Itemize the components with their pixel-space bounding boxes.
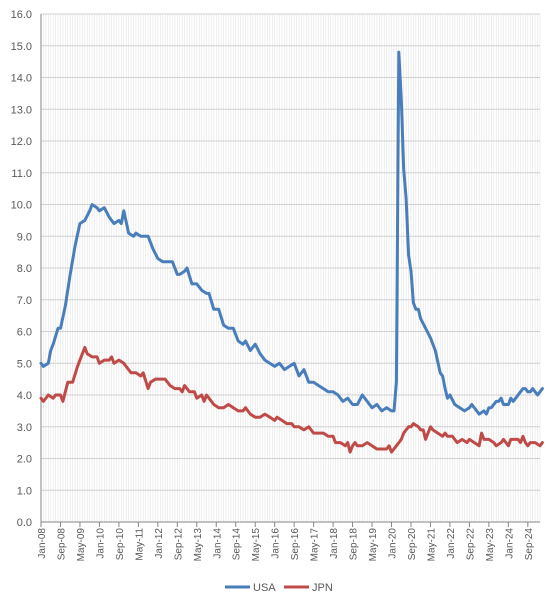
x-tick-label: May-21 (426, 528, 437, 562)
x-tick-label: Jan-10 (95, 528, 106, 559)
y-tick-label: 16.0 (11, 9, 32, 21)
y-tick-label: 10.0 (11, 200, 32, 212)
series-lines (39, 50, 544, 454)
x-tick-label: Sep-20 (407, 528, 418, 561)
x-tick-label: Jan-12 (154, 528, 165, 559)
y-tick-label: 0.0 (17, 517, 32, 529)
y-tick-label: 11.0 (11, 168, 32, 180)
x-tick-label: Sep-22 (465, 528, 476, 561)
x-tick-label: Jan-18 (329, 528, 340, 559)
legend-label-usa: USA (253, 582, 276, 594)
x-tick-label: May-17 (310, 528, 321, 562)
x-tick-label: Jan-16 (271, 528, 282, 559)
y-tick-label: 6.0 (17, 327, 32, 339)
x-tick-label: May-23 (485, 528, 496, 562)
x-tick-label: May-13 (193, 528, 204, 562)
legend-item-jpn: JPN (284, 582, 333, 594)
x-tick-label: Sep-14 (232, 528, 243, 561)
x-tick-label: Sep-08 (56, 528, 67, 561)
legend-item-usa: USA (225, 582, 276, 594)
x-tick-label: Sep-12 (173, 528, 184, 561)
x-tick-label: May-11 (134, 528, 145, 561)
y-tick-label: 8.0 (17, 263, 32, 275)
x-tick-label: May-15 (251, 528, 262, 562)
y-tick-label: 14.0 (11, 73, 32, 85)
y-tick-label: 4.0 (17, 390, 32, 402)
horizontal-gridlines (41, 13, 540, 523)
legend: USA JPN (225, 582, 333, 594)
x-tick-label: Sep-18 (349, 528, 360, 561)
x-tick-label: Jan-14 (212, 528, 223, 559)
legend-label-jpn: JPN (312, 582, 333, 594)
y-tick-label: 7.0 (17, 295, 32, 307)
y-tick-label: 2.0 (17, 454, 32, 466)
series-line-usa (39, 50, 544, 416)
x-axis: Jan-08 Sep-08 May-09 Jan-10 Sep-10 May-11 Jan-… (37, 14, 540, 561)
x-tick-label: Jan-24 (504, 528, 515, 559)
x-tick-label: May-19 (368, 528, 379, 562)
y-tick-label: 13.0 (11, 104, 32, 116)
x-tick-label: Jan-22 (446, 528, 457, 559)
y-tick-label: 12.0 (11, 136, 32, 148)
y-tick-label: 3.0 (17, 422, 32, 434)
y-tick-label: 5.0 (17, 358, 32, 370)
x-tick-label: Sep-24 (524, 528, 535, 561)
x-tick-label: Sep-16 (290, 528, 301, 561)
x-tick-label: Sep-10 (115, 528, 126, 561)
y-tick-label: 9.0 (17, 231, 32, 243)
y-tick-label: 1.0 (17, 485, 32, 497)
x-tick-label: Jan-20 (388, 528, 399, 559)
y-tick-label: 15.0 (11, 41, 32, 53)
x-tick-label: Jan-08 (37, 528, 48, 559)
series-line-jpn (39, 345, 544, 454)
y-axis: 0.0 1.0 2.0 3.0 4.0 5.0 6.0 7.0 8.0 9.0 10.0 11.0 12… (11, 9, 32, 529)
x-tick-label: May-09 (76, 528, 87, 562)
